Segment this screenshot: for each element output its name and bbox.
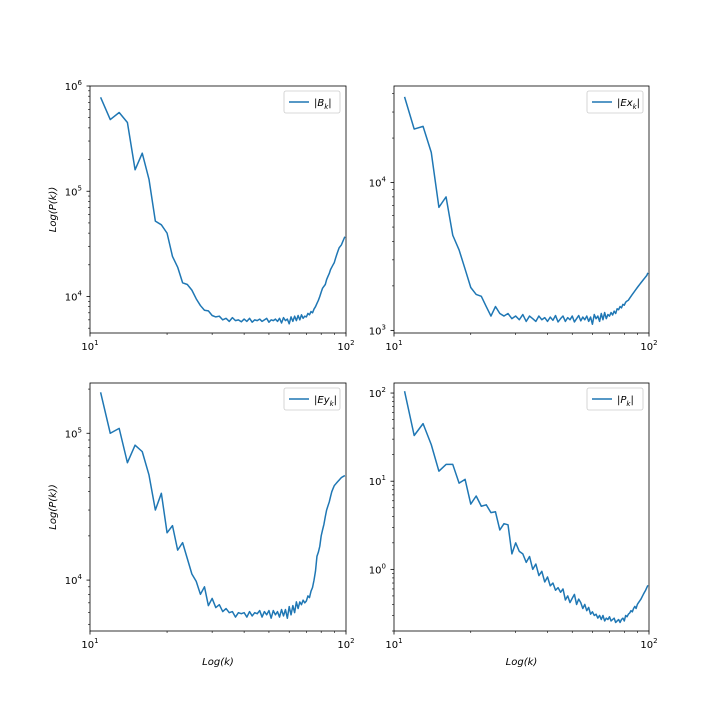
x-tick-label: 102 (640, 637, 657, 651)
y-tick-label: 106 (65, 79, 83, 93)
legend: |Pk| (586, 387, 644, 411)
legend-box (586, 90, 644, 114)
axes-frame (89, 85, 347, 334)
subplot-3: 101 102 104 105 |Eyk| Log(k) Log(P(k)) (48, 382, 355, 668)
y-tick-label: 105 (65, 426, 82, 440)
x-tick-label: 101 (81, 637, 98, 651)
x-axis-label: Log(k) (202, 657, 234, 668)
y-tick-label: 102 (369, 386, 386, 400)
legend: |Exk| (586, 90, 644, 114)
x-tick-label: 101 (385, 637, 402, 651)
axes-frame (393, 85, 650, 334)
x-axis-label: Log(k) (506, 657, 538, 668)
x-tick-label: 102 (640, 339, 657, 353)
x-tick-label: 102 (337, 339, 354, 353)
legend-box (283, 387, 341, 411)
y-axis-label: Log(P(k)) (48, 187, 59, 232)
y-tick-label: 104 (65, 290, 83, 304)
x-tick-label: 101 (81, 339, 98, 353)
x-tick-label: 102 (337, 637, 354, 651)
legend-box (586, 387, 644, 411)
legend-label: |Exk| (617, 98, 640, 111)
y-tick-label: 100 (369, 562, 386, 576)
series-line (403, 391, 649, 624)
y-tick-label: 104 (369, 176, 387, 190)
subplot-1: 101 102 104 105 106 |Bk| Log(P(k)) (48, 79, 355, 353)
y-tick-label: 103 (369, 323, 386, 337)
legend: |Eyk| (283, 387, 341, 411)
y-axis-label: Log(P(k)) (48, 484, 59, 529)
subplot-4: 101 102 100 101 102 |Pk| Log(k) (369, 382, 658, 668)
series-line (99, 97, 346, 325)
series-line (403, 96, 649, 326)
y-tick-label: 105 (65, 184, 82, 198)
series-line (99, 392, 346, 619)
legend-label: |Bk| (314, 98, 332, 111)
subplot-2: 101 102 103 104 |Exk| (369, 85, 658, 353)
legend-box (283, 90, 341, 114)
axes-frame (89, 382, 347, 632)
y-tick-label: 104 (65, 573, 83, 587)
axes-frame (393, 382, 650, 632)
y-tick-label: 101 (369, 474, 386, 488)
legend-label: |Pk| (617, 395, 634, 408)
legend: |Bk| (283, 90, 341, 114)
legend-label: |Eyk| (314, 395, 337, 408)
x-tick-label: 101 (385, 339, 402, 353)
